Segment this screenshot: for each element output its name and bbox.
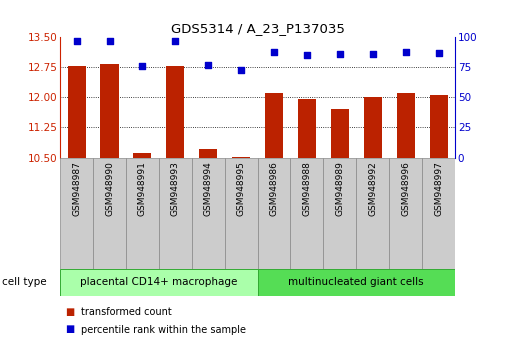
Bar (298, 99, 316, 158)
Bar (192, 158, 225, 269)
Bar (60, 158, 93, 269)
Text: GSM948992: GSM948992 (368, 161, 377, 216)
Bar (389, 158, 422, 269)
Point (435, 50, 443, 56)
Bar (331, 109, 349, 158)
Bar (225, 158, 257, 269)
Point (270, 49, 278, 55)
Bar (396, 93, 415, 158)
Bar (323, 158, 356, 269)
Point (369, 51, 377, 57)
Point (336, 51, 344, 57)
Bar (232, 157, 250, 158)
Bar (159, 158, 192, 269)
Bar (257, 269, 455, 296)
Point (72, 38, 81, 44)
Bar (199, 149, 217, 158)
Text: placental CD14+ macrophage: placental CD14+ macrophage (80, 277, 237, 287)
Bar (356, 158, 389, 269)
Bar (422, 158, 455, 269)
Text: ■: ■ (65, 324, 75, 334)
Text: ■: ■ (65, 307, 75, 316)
Text: GSM948988: GSM948988 (302, 161, 311, 216)
Bar (93, 158, 126, 269)
Bar (67, 66, 86, 158)
Point (105, 38, 113, 44)
Text: GSM948997: GSM948997 (434, 161, 443, 216)
Bar (166, 66, 185, 158)
Title: GDS5314 / A_23_P137035: GDS5314 / A_23_P137035 (170, 22, 345, 35)
Text: percentile rank within the sample: percentile rank within the sample (81, 325, 246, 335)
Text: GSM948986: GSM948986 (269, 161, 279, 216)
Bar (60, 269, 257, 296)
Text: GSM948995: GSM948995 (236, 161, 246, 216)
Text: GSM948990: GSM948990 (105, 161, 114, 216)
Bar (290, 158, 323, 269)
Text: GSM948994: GSM948994 (204, 161, 213, 216)
Text: transformed count: transformed count (81, 307, 172, 317)
Point (303, 52, 311, 58)
Text: GSM948991: GSM948991 (138, 161, 147, 216)
Bar (363, 97, 382, 158)
Point (204, 62, 212, 68)
Point (171, 38, 179, 44)
Bar (126, 158, 159, 269)
Text: multinucleated giant cells: multinucleated giant cells (289, 277, 424, 287)
Text: GSM948993: GSM948993 (171, 161, 180, 216)
Bar (257, 158, 290, 269)
Bar (133, 153, 152, 158)
Point (237, 67, 245, 73)
Bar (100, 64, 119, 158)
Point (402, 49, 410, 55)
Text: cell type: cell type (2, 277, 47, 287)
Text: GSM948989: GSM948989 (335, 161, 344, 216)
Text: GSM948996: GSM948996 (401, 161, 410, 216)
Bar (265, 93, 283, 158)
Bar (429, 95, 448, 158)
Point (138, 63, 146, 69)
Text: GSM948987: GSM948987 (72, 161, 81, 216)
